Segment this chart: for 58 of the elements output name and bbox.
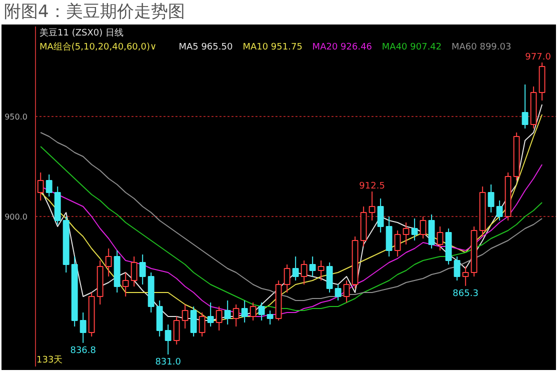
candlestick: [182, 304, 188, 329]
candlestick: [309, 256, 316, 277]
annotation: 977.0: [525, 52, 552, 62]
candlestick: [292, 256, 299, 281]
text: MA10 951.75: [242, 42, 302, 52]
text: MA5 965.50: [178, 42, 233, 52]
candlestick: [420, 216, 426, 239]
candlestick: [130, 256, 138, 287]
annotation: 865.3: [452, 288, 478, 299]
annotation: 831.0: [155, 358, 182, 368]
candlestick: [266, 310, 274, 325]
candlestick: [258, 302, 265, 321]
chart-subtitle: 美豆11 (ZSX0) 日线: [40, 28, 124, 38]
text: MA60 899.03: [452, 42, 512, 52]
candlestick: [411, 218, 418, 241]
candlestick: [318, 260, 324, 281]
text: MA20 926.46: [312, 42, 372, 52]
candlestick: [496, 200, 503, 221]
candlestick: [232, 304, 240, 327]
candlestick: [173, 316, 180, 345]
candlestick: [343, 280, 350, 303]
candlestick: [250, 302, 256, 321]
candlestick: [394, 230, 401, 257]
candlestick: [300, 260, 308, 285]
text: MA40 907.42: [382, 42, 442, 52]
candlestick: [377, 198, 384, 233]
y-tick-label: 950.0: [4, 112, 28, 122]
candlestick: [207, 302, 214, 327]
annotation: 836.8: [70, 346, 96, 356]
candlestick: [164, 324, 172, 355]
legend-title: MA组合(5,10,20,40,60,0)∨: [40, 42, 157, 52]
candlestick: [80, 312, 86, 344]
candlestick: [156, 300, 163, 337]
candlestick: [198, 312, 206, 337]
candlestick: [326, 262, 333, 293]
candlestick: [139, 254, 146, 285]
annotation: 133天: [36, 354, 63, 366]
candlestick: [190, 306, 197, 337]
candlestick: [386, 216, 392, 257]
candlestick: [488, 184, 494, 213]
candlestick: [402, 222, 410, 245]
candlestick: [428, 214, 435, 249]
candlestick: [454, 256, 460, 281]
candlestick: [46, 174, 52, 197]
candlestick: [216, 306, 222, 331]
candlestick: [368, 191, 376, 221]
annotation: 912.5: [359, 182, 385, 192]
candlestick: [436, 226, 444, 251]
candlestick: [241, 300, 248, 323]
candlestick: [462, 266, 469, 286]
candlestick: [224, 300, 231, 325]
candlestick: [122, 272, 129, 297]
candlestick: [105, 248, 112, 277]
candlestick: [334, 284, 342, 301]
y-tick-label: 900.0: [4, 212, 28, 222]
candlestick: [522, 84, 528, 129]
candlestick: [284, 264, 290, 293]
chart-title: 附图4：美豆期价走势图: [4, 1, 185, 24]
